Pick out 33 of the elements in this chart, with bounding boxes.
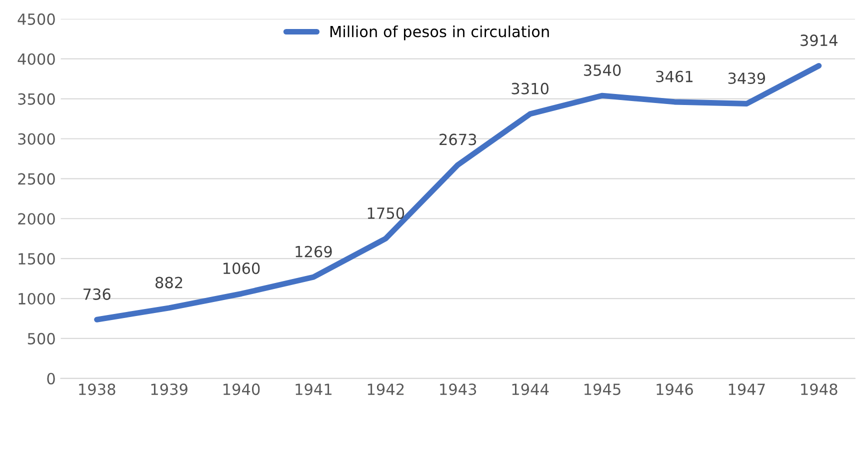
- y-tick-label: 2500: [18, 173, 55, 185]
- y-tick-label: 500: [28, 332, 55, 344]
- y-tick-label: 1000: [18, 292, 55, 305]
- y-tick-label: 2000: [18, 213, 55, 225]
- data-label: 736: [84, 288, 110, 300]
- y-tick-label: 0: [47, 372, 55, 384]
- data-label: 1750: [368, 207, 404, 219]
- x-tick-label: 1940: [224, 384, 260, 396]
- y-tick-label: 1500: [18, 253, 55, 265]
- data-label: 3461: [656, 70, 693, 82]
- data-label: 3439: [728, 72, 766, 84]
- x-tick-label: 1945: [584, 384, 620, 396]
- data-label: 3540: [584, 64, 621, 76]
- x-tick-label: 1941: [296, 384, 332, 396]
- x-tick-label: 1946: [656, 384, 693, 396]
- data-label: 1060: [224, 262, 260, 274]
- data-label: 3914: [800, 34, 838, 46]
- y-tick-label: 4000: [18, 53, 55, 65]
- y-tick-label: 3000: [18, 133, 55, 145]
- x-tick-label: 1948: [801, 384, 838, 396]
- y-tick-label: 3500: [18, 93, 55, 105]
- x-tick-label: 1944: [512, 384, 549, 396]
- x-tick-label: 1942: [368, 384, 404, 396]
- legend-label: Million of pesos in circulation: [330, 25, 549, 40]
- data-label: 1269: [296, 246, 332, 258]
- data-label: 3310: [512, 82, 548, 94]
- data-label: 882: [156, 276, 182, 288]
- x-tick-label: 1947: [728, 384, 765, 396]
- x-tick-label: 1939: [151, 384, 188, 396]
- data-label: 2673: [440, 134, 476, 146]
- x-tick-label: 1938: [79, 384, 116, 396]
- x-tick-label: 1943: [440, 384, 476, 396]
- y-tick-label: 4500: [18, 13, 55, 25]
